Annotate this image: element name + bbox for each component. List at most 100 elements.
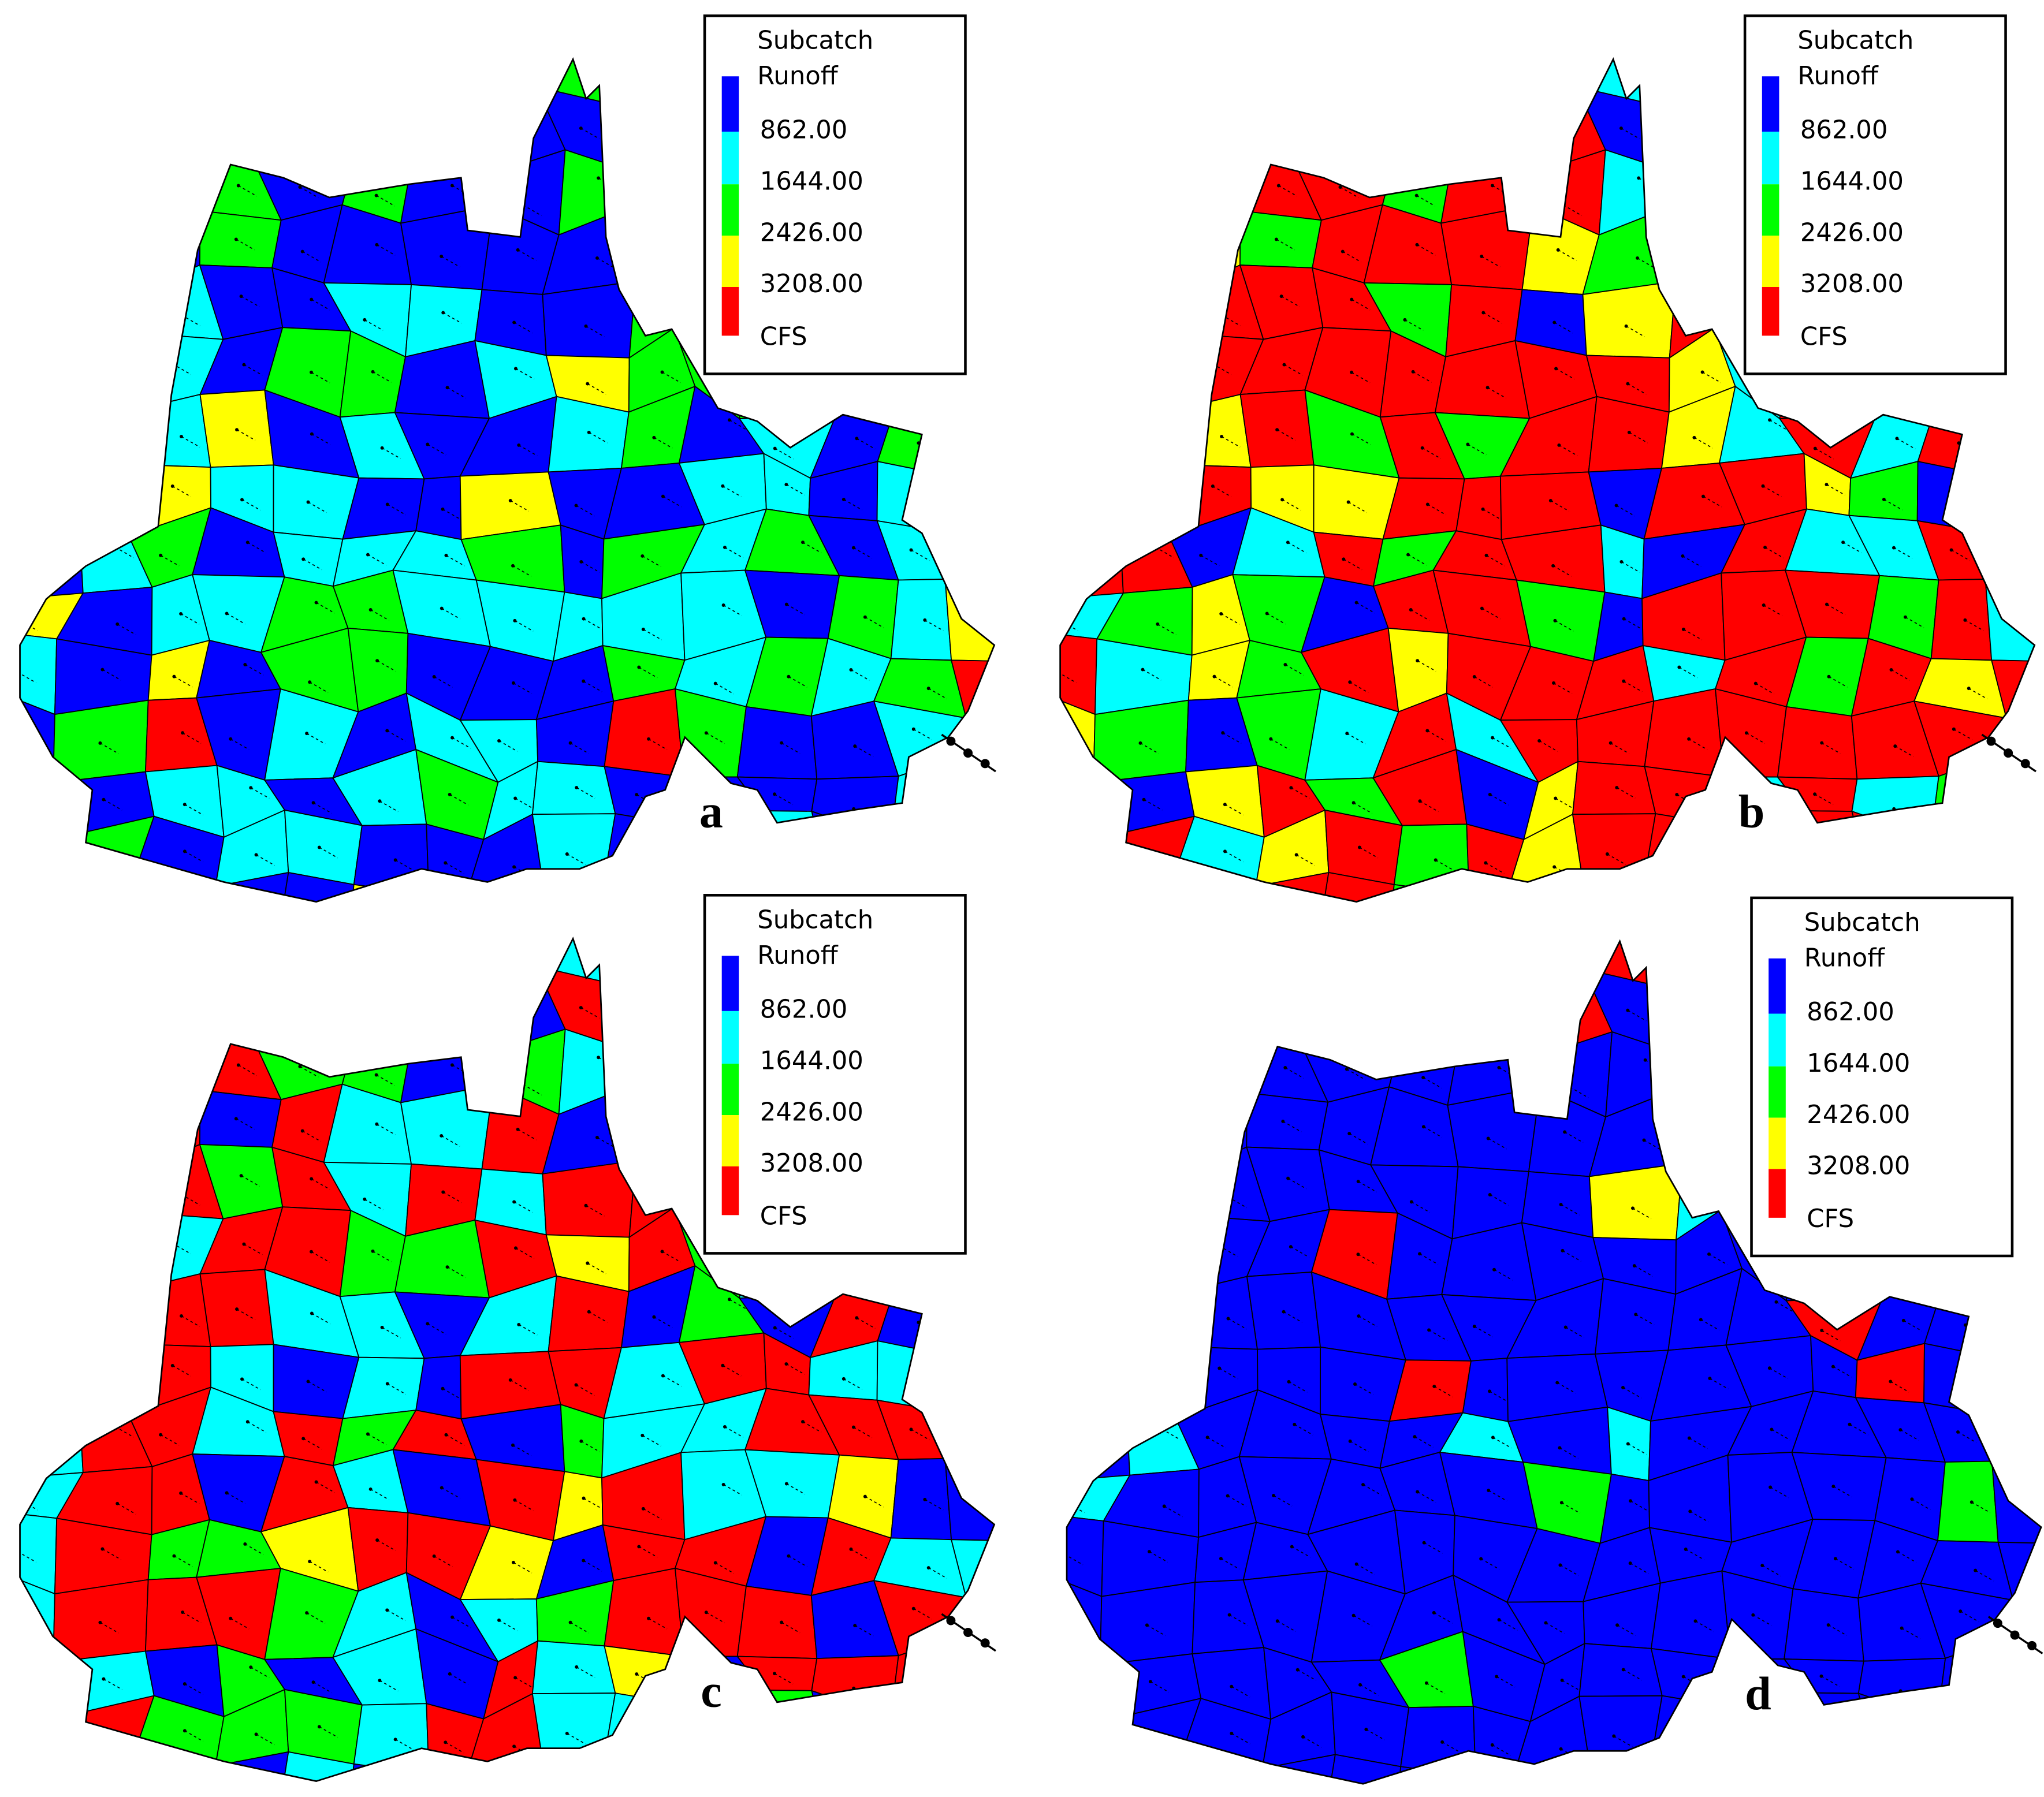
centroid [1148, 255, 1152, 259]
centroid [240, 1377, 244, 1381]
centroid [1700, 1185, 1704, 1189]
centroid [991, 555, 995, 559]
flow-link [452, 1616, 471, 1628]
centroid [1619, 126, 1623, 131]
subcatchment [1060, 629, 1098, 715]
flow-link [1297, 1669, 1317, 1681]
subcatchment [1015, 812, 1094, 882]
flow-link [928, 1567, 948, 1579]
subcatchment [1578, 1643, 1663, 1697]
flow-link [1142, 669, 1161, 681]
outlet-link [941, 1613, 996, 1652]
centroid [1429, 911, 1433, 914]
flow-link [460, 923, 479, 933]
flow-link [434, 676, 453, 688]
flow-link [1059, 1317, 1078, 1328]
centroid [1276, 184, 1280, 188]
centroid [1287, 1380, 1291, 1384]
subcatchment [65, 984, 135, 1054]
flow-link [1562, 1250, 1581, 1262]
flow-link [1693, 1021, 1713, 1033]
flow-link [1072, 81, 1092, 93]
centroid [641, 1507, 645, 1511]
flow-link [1771, 1429, 1790, 1441]
flow-link [1417, 244, 1436, 256]
centroid [1826, 1623, 1830, 1627]
subcatchment [65, 59, 122, 113]
flow-link [1769, 1367, 1789, 1380]
centroid [704, 1610, 708, 1615]
flow-link [427, 1323, 446, 1335]
centroid [20, 734, 24, 738]
flow-link [1195, 67, 1215, 79]
centroid [234, 237, 238, 241]
centroid [565, 1731, 569, 1735]
centroid [1831, 1364, 1835, 1369]
subcatchment [427, 1773, 493, 1781]
centroid [298, 185, 302, 189]
centroid [98, 741, 102, 745]
flow-link [376, 1074, 395, 1086]
flow-link [510, 1380, 530, 1391]
subcatchment [274, 1751, 355, 1781]
subcatchment [1060, 506, 1124, 602]
centroid [988, 1132, 991, 1136]
centroid [635, 793, 639, 797]
flow-link [1951, 549, 1970, 561]
subcatchment [1724, 1768, 1794, 1784]
outlet-link [941, 733, 996, 773]
flow-link [1703, 495, 1722, 508]
flow-link [1489, 1390, 1509, 1403]
flow-link [648, 1618, 668, 1630]
flow-link [515, 1247, 535, 1259]
centroid [652, 1315, 656, 1319]
centroid [1274, 237, 1278, 241]
subcatchment [1983, 397, 2035, 476]
centroid [647, 1616, 650, 1620]
subcatchment [1060, 214, 1125, 290]
flow-link [1431, 912, 1450, 923]
centroid [20, 1497, 21, 1501]
flow-link [1343, 558, 1362, 571]
flow-link [1222, 732, 1242, 744]
flow-link [1896, 1727, 1915, 1739]
centroid [1677, 665, 1681, 669]
flow-link [319, 847, 338, 859]
subcatchment [1506, 941, 1613, 998]
centroid [780, 1620, 784, 1624]
centroid [1963, 618, 1967, 622]
flow-link [589, 432, 608, 443]
centroid [310, 297, 314, 301]
flow-link [587, 383, 606, 395]
centroid [1485, 386, 1490, 390]
flow-link [1353, 802, 1372, 814]
centroid [180, 1192, 184, 1196]
centroid [497, 1618, 501, 1622]
subcatchment [20, 506, 84, 602]
flow-link [299, 187, 319, 198]
flow-link [1081, 1023, 1101, 1035]
centroid [1491, 184, 1494, 188]
centroid [1066, 784, 1070, 787]
centroid [1831, 1485, 1835, 1489]
flow-link [512, 565, 532, 577]
centroid [2041, 918, 2044, 922]
flow-link [1697, 68, 1717, 80]
legend: SubcatchRunoff862.001644.002426.003208.0… [703, 14, 967, 375]
flow-link [1617, 1624, 1636, 1636]
subcatchment [1788, 1692, 1881, 1780]
subcatchment [133, 393, 211, 468]
centroid [1056, 1242, 1059, 1245]
centroid [1558, 1012, 1562, 1016]
flow-link [180, 1493, 200, 1504]
centroid [35, 478, 39, 482]
centroid [784, 483, 788, 487]
subcatchment [121, 1765, 216, 1781]
centroid [1479, 1557, 1483, 1561]
centroid [1548, 498, 1552, 502]
flow-link [1287, 1177, 1307, 1190]
flow-link [928, 688, 948, 700]
centroid [703, 853, 707, 857]
legend-swatch [1769, 1066, 1786, 1118]
centroid [981, 308, 985, 312]
